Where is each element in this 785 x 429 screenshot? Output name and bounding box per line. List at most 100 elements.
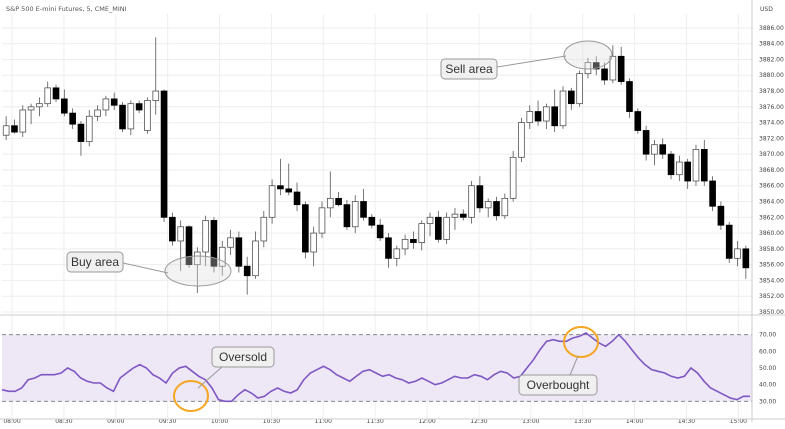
candle <box>709 176 716 211</box>
candle-body <box>684 161 691 182</box>
candle <box>252 231 259 279</box>
candle-body <box>551 106 558 127</box>
callout-oversold: Oversold <box>173 346 275 412</box>
candle-body <box>77 123 85 142</box>
candle <box>401 234 409 256</box>
candle-body <box>659 144 667 155</box>
rsi-tick-label: 40.00 <box>759 382 776 389</box>
candle <box>293 182 301 211</box>
candle-body <box>667 153 675 176</box>
candle-body <box>725 224 733 259</box>
candle <box>2 116 10 140</box>
candle-body <box>368 216 376 226</box>
candle <box>385 233 392 268</box>
candle <box>692 144 700 186</box>
candle <box>667 151 675 180</box>
candle <box>152 37 160 115</box>
candle <box>52 84 60 103</box>
candle <box>734 240 741 267</box>
candle <box>218 240 226 276</box>
x-tick-label: 11:30 <box>367 418 384 425</box>
candle-body <box>526 111 534 123</box>
x-tick-label: 10:30 <box>263 418 280 425</box>
candle <box>326 171 334 218</box>
candle-body <box>709 180 716 207</box>
candle <box>376 218 384 241</box>
currency-label: USD <box>760 6 773 13</box>
candle <box>235 231 243 273</box>
candle-body <box>310 232 317 253</box>
candle <box>119 102 126 133</box>
candle-body <box>642 130 650 155</box>
candle-body <box>302 204 309 253</box>
x-tick-label: 14:00 <box>626 418 643 425</box>
candle-body <box>268 185 276 218</box>
candle-body <box>742 248 750 269</box>
candle-body <box>119 104 126 130</box>
price-tick-label: 3854.00 <box>759 277 784 284</box>
candle-body <box>285 188 293 193</box>
x-tick-label: 08:00 <box>3 418 20 425</box>
candle-body <box>202 220 209 253</box>
candle <box>626 78 633 118</box>
price-tick-label: 3880.00 <box>759 72 784 79</box>
candle <box>634 108 642 134</box>
candle <box>459 209 467 221</box>
price-tick-label: 3870.00 <box>759 151 784 158</box>
price-tick-label: 3872.00 <box>759 135 784 142</box>
candle <box>360 188 367 221</box>
candle <box>584 57 592 79</box>
candle <box>576 70 583 107</box>
callout-box <box>211 346 275 368</box>
x-tick-label: 12:00 <box>418 418 435 425</box>
highlight-ellipse <box>164 255 232 287</box>
candle-body <box>277 185 284 190</box>
price-tick-label: 3868.00 <box>759 167 784 174</box>
candle-body <box>326 197 334 209</box>
rsi-line <box>1 332 750 403</box>
candle <box>160 89 168 223</box>
candle-body <box>185 226 193 266</box>
candle-body <box>584 62 592 75</box>
candle-body <box>393 248 401 259</box>
callout-label: Oversold <box>219 350 267 364</box>
callout-label: Overbought <box>527 378 590 392</box>
candle <box>717 201 725 230</box>
candle <box>77 121 85 156</box>
callout-box <box>66 251 124 273</box>
candle-body <box>410 238 417 243</box>
candle <box>725 222 733 264</box>
candle <box>135 100 143 114</box>
candle-body <box>177 226 184 242</box>
annotation-layer: Sell area Buy area Oversold Overbought <box>66 40 613 412</box>
candle <box>44 81 52 107</box>
highlight-ellipse <box>563 40 613 70</box>
candle <box>27 103 35 125</box>
candle <box>526 105 534 129</box>
candle <box>110 92 118 110</box>
candle-body <box>169 216 176 242</box>
candle <box>659 138 667 159</box>
callout-pointer <box>496 55 567 68</box>
candle <box>484 198 492 218</box>
candle-body <box>385 237 392 259</box>
price-tick-label: 3876.00 <box>759 104 784 111</box>
candle <box>318 201 326 238</box>
candle <box>335 192 342 207</box>
candle-body <box>260 216 268 242</box>
candle-body <box>734 248 741 259</box>
candle <box>144 97 151 134</box>
candle-body <box>218 246 226 267</box>
candle-body <box>293 191 301 206</box>
rsi-overbought-oversold-band <box>2 334 752 402</box>
candle-body <box>376 224 384 239</box>
candle <box>617 46 625 85</box>
candle-body <box>44 87 52 105</box>
candle-body <box>576 73 583 105</box>
candle-body <box>19 109 27 133</box>
candle-body <box>252 240 259 277</box>
price-tick-label: 3856.00 <box>759 262 784 269</box>
candle-body <box>543 106 550 122</box>
rsi-tick-label: 50.00 <box>759 365 776 372</box>
